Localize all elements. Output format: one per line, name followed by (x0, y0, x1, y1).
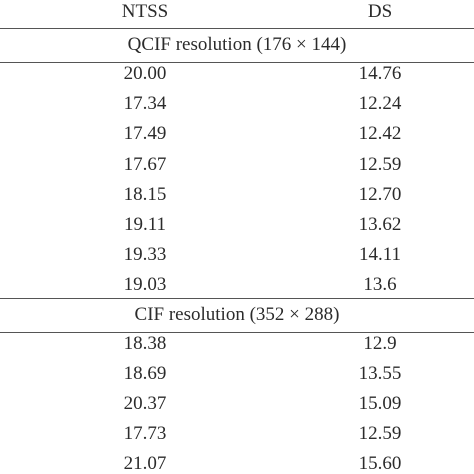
cell: 21.07 (123, 452, 167, 474)
cell: 19.33 (123, 244, 167, 266)
cell: 18.15 (123, 183, 167, 205)
section-title: QCIF resolution (176 × 144) (127, 34, 347, 55)
cell: 19.11 (123, 214, 167, 235)
cell: 18.38 (123, 333, 167, 355)
cell: 17.34 (123, 93, 167, 115)
cell: 12.9 (363, 333, 397, 355)
cell: 13.55 (358, 363, 402, 385)
cell: 20.37 (123, 393, 167, 414)
cell: 14.11 (358, 244, 402, 266)
cell: 17.67 (123, 153, 167, 175)
rule (0, 298, 474, 300)
rule (0, 28, 474, 29)
cell: 12.70 (358, 183, 402, 205)
cell: 13.62 (358, 214, 402, 235)
rule (0, 62, 474, 63)
cell: 13.6 (363, 274, 397, 296)
column-header: NTSS (121, 1, 169, 22)
cell: 18.69 (123, 363, 167, 385)
cell: 15.09 (358, 393, 402, 414)
cell: 12.24 (358, 93, 402, 115)
cell: 14.76 (358, 63, 402, 84)
cell: 12.59 (358, 153, 402, 175)
cell: 12.59 (358, 422, 402, 444)
column-header: DS (367, 1, 393, 22)
section-title: CIF resolution (352 × 288) (134, 304, 340, 326)
cell: 15.60 (358, 452, 402, 474)
cell: 19.03 (123, 274, 167, 296)
cell: 12.42 (358, 123, 402, 145)
cell: 17.73 (123, 422, 167, 444)
rule (0, 332, 474, 334)
cell: 20.00 (123, 63, 167, 84)
cell: 17.49 (123, 123, 167, 145)
